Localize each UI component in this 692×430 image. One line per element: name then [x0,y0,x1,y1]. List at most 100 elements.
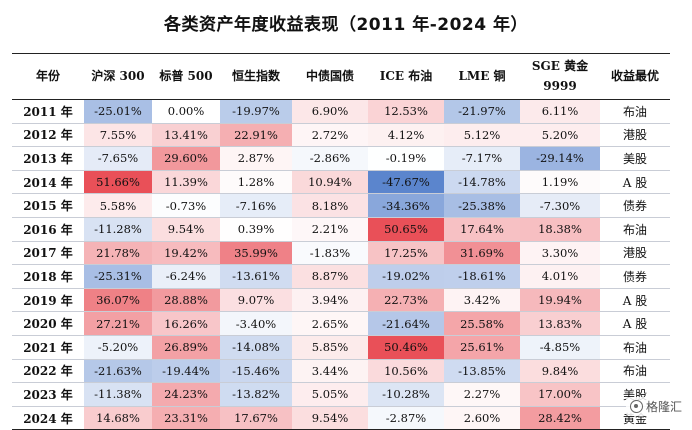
return-cell: -21.97% [444,99,520,124]
return-cell: -7.16% [220,193,292,218]
return-cell: 4.01% [520,264,600,289]
best-asset-cell: 布油 [600,335,670,360]
return-cell: 2.27% [444,382,520,407]
year-cell: 2024 年 [12,406,84,430]
return-cell: -13.82% [220,382,292,407]
column-header: 沪深 300 [84,53,152,100]
return-cell: -29.14% [520,146,600,171]
column-header: LME 铜 [444,53,520,100]
return-cell: -21.63% [84,359,152,384]
return-cell: 29.60% [152,146,220,171]
year-cell: 2023 年 [12,382,84,407]
header-row: 年份 沪深 300 标普 500 恒生指数 中债国债 ICE 布油 LME 铜 SGE 黄金 … [12,53,670,100]
return-cell: -19.02% [368,264,444,289]
return-cell: 6.11% [520,99,600,124]
return-cell: 0.39% [220,217,292,242]
return-cell: -7.65% [84,146,152,171]
return-cell: 19.42% [152,241,220,266]
return-cell: 17.67% [220,406,292,430]
return-cell: -6.24% [152,264,220,289]
best-asset-cell: 美股 [600,146,670,171]
return-cell: 9.84% [520,359,600,384]
return-cell: -2.86% [292,146,368,171]
return-cell: 10.56% [368,359,444,384]
return-cell: -4.85% [520,335,600,360]
return-cell: 13.41% [152,123,220,148]
return-cell: 17.25% [368,241,444,266]
column-header: 年份 [12,53,84,100]
return-cell: 28.42% [520,406,600,430]
table-row: 2011 年 -25.01% 0.00% -19.97% 6.90% 12.53% -21.… [12,99,670,124]
return-cell: -11.28% [84,217,152,242]
year-cell: 2018 年 [12,264,84,289]
return-cell: 5.12% [444,123,520,148]
return-cell: 14.68% [84,406,152,430]
return-cell: 5.58% [84,193,152,218]
return-cell: -2.87% [368,406,444,430]
year-cell: 2016 年 [12,217,84,242]
year-cell: 2022 年 [12,359,84,384]
return-cell: 25.58% [444,311,520,336]
return-cell: -21.64% [368,311,444,336]
best-asset-cell: 布油 [600,99,670,124]
watermark-text: 格隆汇 [645,400,682,414]
return-cell: -25.31% [84,264,152,289]
year-cell: 2020 年 [12,311,84,336]
return-cell: 3.44% [292,359,368,384]
best-asset-cell: A 股 [600,288,670,313]
table-row: 2023 年 -11.38% 24.23% -13.82% 5.05% -10.28% 2.… [12,382,670,407]
return-cell: 4.12% [368,123,444,148]
return-cell: 5.05% [292,382,368,407]
best-asset-cell: 布油 [600,359,670,384]
return-cell: 2.87% [220,146,292,171]
return-cell: 2.60% [444,406,520,430]
best-asset-cell: 布油 [600,217,670,242]
table-row: 2018 年 -25.31% -6.24% -13.61% 8.87% -19.02% -1… [12,264,670,289]
table-row: 2021 年 -5.20% 26.89% -14.08% 5.85% 50.46% 25.6… [12,335,670,360]
column-header: 中债国债 [292,53,368,100]
return-cell: 24.23% [152,382,220,407]
return-cell: 3.42% [444,288,520,313]
return-cell: -25.01% [84,99,152,124]
return-cell: 21.78% [84,241,152,266]
return-cell: -18.61% [444,264,520,289]
return-cell: 26.89% [152,335,220,360]
return-cell: 2.72% [292,123,368,148]
return-cell: 16.26% [152,311,220,336]
return-cell: 6.90% [292,99,368,124]
return-cell: 5.85% [292,335,368,360]
best-asset-cell: A 股 [600,311,670,336]
return-cell: -19.97% [220,99,292,124]
return-cell: 7.55% [84,123,152,148]
return-cell: -15.46% [220,359,292,384]
return-cell: -5.20% [84,335,152,360]
return-cell: 23.31% [152,406,220,430]
return-cell: 2.65% [292,311,368,336]
return-cell: -7.30% [520,193,600,218]
table-row: 2016 年 -11.28% 9.54% 0.39% 2.21% 50.65% 17.64%… [12,217,670,242]
return-cell: 17.64% [444,217,520,242]
column-header: SGE 黄金 9999 [520,53,600,100]
table-row: 2022 年 -21.63% -19.44% -15.46% 3.44% 10.56% -1… [12,359,670,384]
return-cell: 0.00% [152,99,220,124]
best-asset-cell: A 股 [600,170,670,195]
return-cell: 9.54% [152,217,220,242]
return-cell: 13.83% [520,311,600,336]
return-cell: 2.21% [292,217,368,242]
return-cell: 11.39% [152,170,220,195]
return-cell: -0.19% [368,146,444,171]
return-cell: -47.67% [368,170,444,195]
return-cell: -11.38% [84,382,152,407]
return-cell: 35.99% [220,241,292,266]
return-cell: -19.44% [152,359,220,384]
return-cell: -10.28% [368,382,444,407]
year-cell: 2012 年 [12,123,84,148]
table-row: 2017 年 21.78% 19.42% 35.99% -1.83% 17.25% 31.6… [12,241,670,266]
return-cell: 50.65% [368,217,444,242]
table-row: 2024 年 14.68% 23.31% 17.67% 9.54% -2.87% 2.60%… [12,406,670,430]
return-cell: 31.69% [444,241,520,266]
best-asset-cell: 港股 [600,241,670,266]
return-cell: -7.17% [444,146,520,171]
return-cell: 22.73% [368,288,444,313]
return-cell: 51.66% [84,170,152,195]
